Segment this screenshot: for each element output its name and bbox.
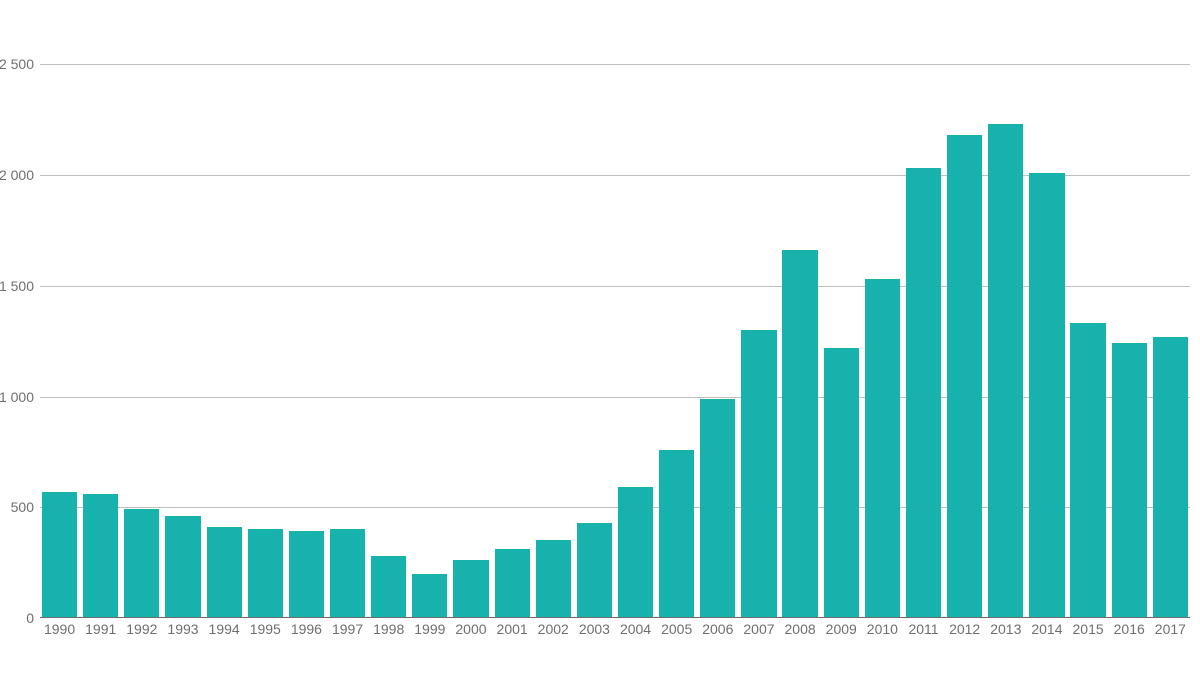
bar xyxy=(248,529,283,618)
bar-slot: 2013 xyxy=(986,20,1025,618)
x-tick-label: 2005 xyxy=(661,618,692,637)
bar xyxy=(906,168,941,618)
bar-slot: 1996 xyxy=(287,20,326,618)
x-tick-label: 1993 xyxy=(167,618,198,637)
bar xyxy=(536,540,571,618)
x-tick-label: 1991 xyxy=(85,618,116,637)
bar xyxy=(947,135,982,618)
bar-chart: 05001 0001 5002 0002 500 199019911992199… xyxy=(0,0,1200,675)
x-tick-label: 1997 xyxy=(332,618,363,637)
bar-slot: 2005 xyxy=(657,20,696,618)
bars-container: 1990199119921993199419951996199719981999… xyxy=(40,20,1190,618)
x-tick-label: 2010 xyxy=(867,618,898,637)
bar xyxy=(453,560,488,618)
bar xyxy=(83,494,118,618)
x-tick-label: 2016 xyxy=(1114,618,1145,637)
x-tick-label: 1990 xyxy=(44,618,75,637)
bar-slot: 1992 xyxy=(122,20,161,618)
x-tick-label: 1995 xyxy=(250,618,281,637)
y-tick-label: 500 xyxy=(11,499,40,515)
bar xyxy=(495,549,530,618)
x-tick-label: 2007 xyxy=(743,618,774,637)
bar xyxy=(330,529,365,618)
x-tick-label: 2009 xyxy=(826,618,857,637)
bar-slot: 2004 xyxy=(616,20,655,618)
x-tick-label: 2006 xyxy=(702,618,733,637)
bar-slot: 2003 xyxy=(575,20,614,618)
x-tick-label: 2015 xyxy=(1073,618,1104,637)
bar-slot: 2017 xyxy=(1151,20,1190,618)
plot-area: 05001 0001 5002 0002 500 199019911992199… xyxy=(40,20,1190,618)
x-tick-label: 1994 xyxy=(209,618,240,637)
x-tick-label: 1996 xyxy=(291,618,322,637)
bar-slot: 1995 xyxy=(246,20,285,618)
x-tick-label: 1992 xyxy=(126,618,157,637)
bar xyxy=(782,250,817,618)
bar xyxy=(289,531,324,618)
bar-slot: 1994 xyxy=(205,20,244,618)
bar xyxy=(1029,173,1064,618)
x-tick-label: 2012 xyxy=(949,618,980,637)
bar xyxy=(165,516,200,618)
bar-slot: 2014 xyxy=(1027,20,1066,618)
bar xyxy=(1112,343,1147,618)
bar xyxy=(700,399,735,618)
x-tick-label: 2003 xyxy=(579,618,610,637)
x-tick-label: 2004 xyxy=(620,618,651,637)
bar xyxy=(741,330,776,618)
y-tick-label: 2 500 xyxy=(0,56,40,72)
x-tick-label: 1999 xyxy=(414,618,445,637)
bar xyxy=(124,509,159,618)
bar-slot: 2006 xyxy=(698,20,737,618)
y-tick-label: 1 000 xyxy=(0,389,40,405)
bar-slot: 2008 xyxy=(781,20,820,618)
x-tick-label: 2000 xyxy=(455,618,486,637)
bar xyxy=(988,124,1023,618)
bar-slot: 2012 xyxy=(945,20,984,618)
x-tick-label: 1998 xyxy=(373,618,404,637)
bar-slot: 2002 xyxy=(534,20,573,618)
bar-slot: 1993 xyxy=(163,20,202,618)
bar-slot: 2009 xyxy=(822,20,861,618)
x-axis-baseline xyxy=(40,617,1190,618)
bar-slot: 1999 xyxy=(410,20,449,618)
bar xyxy=(618,487,653,618)
bar xyxy=(577,523,612,618)
bar-slot: 1997 xyxy=(328,20,367,618)
bar-slot: 2011 xyxy=(904,20,943,618)
x-tick-label: 2014 xyxy=(1031,618,1062,637)
bar xyxy=(865,279,900,618)
y-tick-label: 0 xyxy=(26,610,40,626)
x-tick-label: 2017 xyxy=(1155,618,1186,637)
x-tick-label: 2011 xyxy=(908,618,938,637)
x-tick-label: 2008 xyxy=(785,618,816,637)
bar-slot: 2016 xyxy=(1110,20,1149,618)
bar xyxy=(659,450,694,618)
bar-slot: 2010 xyxy=(863,20,902,618)
bar xyxy=(371,556,406,618)
y-tick-label: 1 500 xyxy=(0,278,40,294)
bar xyxy=(412,574,447,618)
bar-slot: 1990 xyxy=(40,20,79,618)
y-tick-label: 2 000 xyxy=(0,167,40,183)
bar xyxy=(1070,323,1105,618)
bar-slot: 2000 xyxy=(451,20,490,618)
bar xyxy=(42,492,77,618)
x-tick-label: 2002 xyxy=(538,618,569,637)
bar xyxy=(824,348,859,618)
x-tick-label: 2001 xyxy=(497,618,528,637)
bar-slot: 2001 xyxy=(493,20,532,618)
bar-slot: 2015 xyxy=(1069,20,1108,618)
bar-slot: 2007 xyxy=(739,20,778,618)
bar-slot: 1991 xyxy=(81,20,120,618)
bar-slot: 1998 xyxy=(369,20,408,618)
bar xyxy=(1153,337,1188,618)
x-tick-label: 2013 xyxy=(990,618,1021,637)
bar xyxy=(207,527,242,618)
